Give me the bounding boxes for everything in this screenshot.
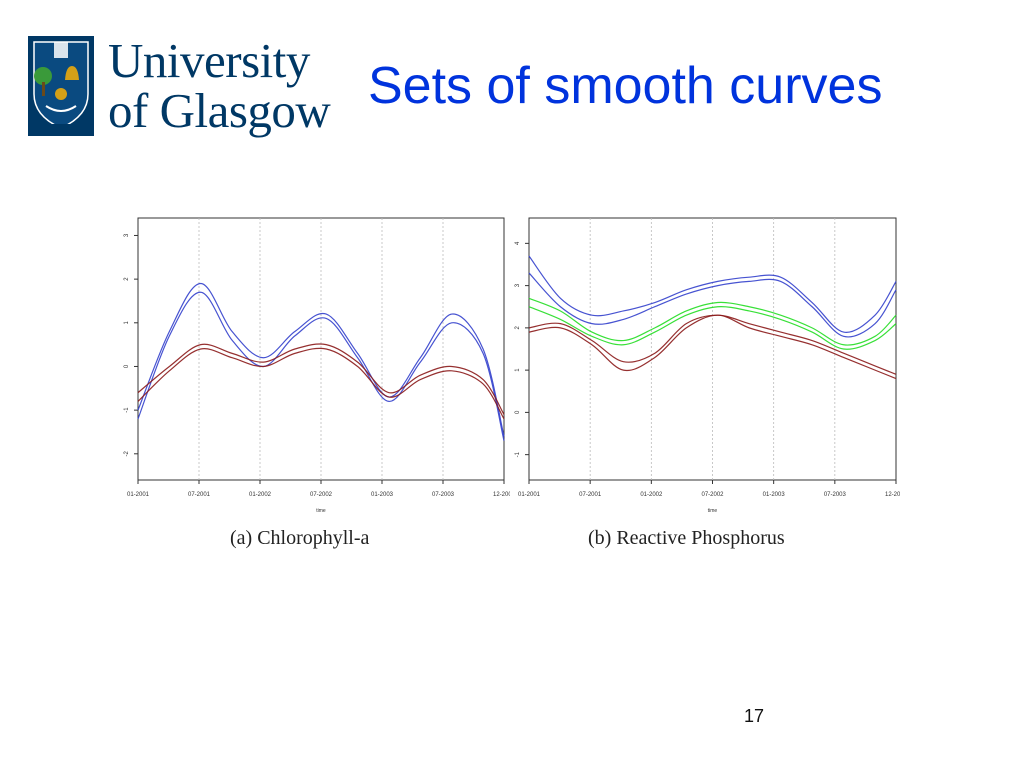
crest-icon [28,36,94,136]
y-tick-label: 0 [515,410,521,414]
chart-panel-phosphorus: 01-2001 07-2001 01-2002 07-2002 01-2003 07-20… [505,200,908,525]
y-tick-label: 0 [124,364,130,368]
series-line-1 [137,291,505,441]
series-line-3 [137,343,505,415]
y-tick-label: 3 [124,233,130,237]
series-line-2 [137,347,505,420]
x-tick-label: 01-2003 [763,492,786,498]
y-tick-label: 2 [515,326,521,330]
x-tick-label: 07-2001 [188,492,211,498]
x-tick-label: 07-2003 [824,492,847,498]
x-tick-label: 12-2003 [885,492,900,498]
series-line-2 [528,297,897,346]
series-line-1 [528,272,897,338]
x-tick-label: 01-2001 [518,492,541,498]
x-tick-label: 07-2001 [579,492,602,498]
plot-frame [137,217,505,481]
wordmark-line2: of Glasgow [108,83,331,138]
series-line-0 [528,255,897,333]
y-tick-label: -2 [124,450,130,456]
x-tick-label: 12-2003 [493,492,510,498]
caption-chlorophyll: (a) Chlorophyll-a [230,527,370,549]
y-tick-label: 2 [124,277,130,281]
x-tick-label: 01-2001 [127,492,150,498]
page-number: 17 [744,706,765,726]
slide-title: Sets of smooth curves [368,57,883,115]
chart-reactive-phosphorus: 01-2001 07-2001 01-2002 07-2002 01-2003 07-20… [515,217,908,514]
y-tick-label: 4 [515,241,521,245]
y-tick-label: -1 [124,407,130,413]
series-line-5 [528,314,897,375]
x-axis-label: time [316,508,326,514]
wordmark-line1: University [108,33,310,88]
x-tick-label: 01-2002 [249,492,272,498]
y-tick-label: 1 [515,368,521,372]
y-tick-label: 1 [124,320,130,324]
caption-phosphorus: (b) Reactive Phosphorus [588,527,785,549]
chart-panel-chlorophyll: 01-2001 07-2001 01-2002 07-2002 01-2003 07-20… [110,200,516,525]
series-line-0 [137,282,505,437]
university-logo: University of Glasgow [28,36,350,140]
x-axis-label: time [708,508,718,514]
y-tick-label: 3 [515,283,521,287]
chart-chlorophyll-a: 01-2001 07-2001 01-2002 07-2002 01-2003 07-20… [124,217,516,514]
x-tick-label: 07-2002 [310,492,333,498]
series-line-3 [528,306,897,350]
x-tick-label: 01-2002 [640,492,663,498]
x-tick-label: 07-2003 [432,492,455,498]
x-tick-label: 07-2002 [701,492,724,498]
x-tick-label: 01-2003 [371,492,394,498]
y-tick-label: -1 [515,451,521,457]
